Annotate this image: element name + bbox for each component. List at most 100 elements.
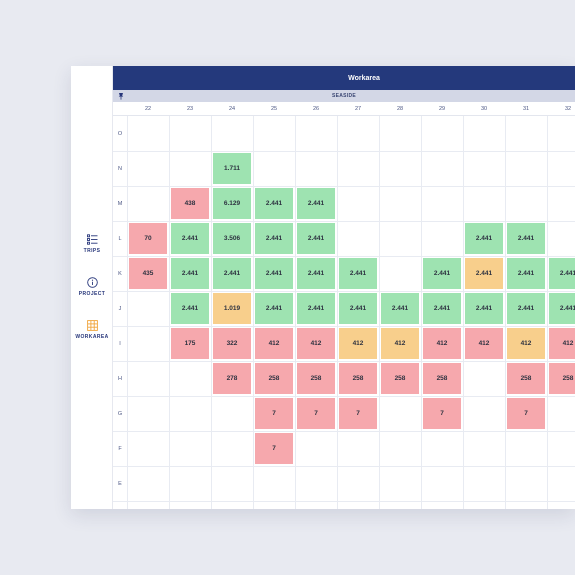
workarea-cell[interactable]: 7 (507, 398, 545, 429)
column-header: 26 (312, 106, 320, 112)
column-header: 24 (228, 106, 236, 112)
row-header: F (118, 445, 122, 452)
workarea-cell[interactable]: 175 (171, 328, 209, 359)
workarea-cell[interactable]: 2.441 (255, 258, 293, 289)
workarea-cell[interactable]: 2.441 (171, 258, 209, 289)
row-header: K (118, 270, 122, 277)
workarea-cell[interactable]: 1.019 (213, 293, 251, 324)
column-header: 27 (354, 106, 362, 112)
workarea-cell[interactable]: 7 (339, 398, 377, 429)
grid-icon (86, 320, 98, 331)
workarea-cell[interactable]: 2.441 (255, 223, 293, 254)
row-header: J (118, 305, 122, 312)
workarea-cell[interactable]: 7 (255, 398, 293, 429)
sidebar-item-project[interactable]: PROJECT (71, 277, 113, 297)
workarea-cell[interactable]: 2.441 (423, 258, 461, 289)
workarea-cell[interactable]: 412 (507, 328, 545, 359)
workarea-cell[interactable]: 412 (423, 328, 461, 359)
grid-line (463, 116, 464, 509)
workarea-cell[interactable]: 2.441 (549, 258, 575, 289)
workarea-cell[interactable]: 412 (465, 328, 503, 359)
workarea-cell[interactable]: 2.441 (465, 293, 503, 324)
info-icon (86, 277, 98, 288)
workarea-cell[interactable]: 2.441 (507, 258, 545, 289)
workarea-cell[interactable]: 258 (507, 363, 545, 394)
row-header: I (119, 340, 121, 347)
workarea-cell[interactable]: 2.441 (213, 258, 251, 289)
workarea-cell[interactable]: 2.441 (255, 188, 293, 219)
grid-line (113, 466, 575, 467)
workarea-cell[interactable]: 2.441 (297, 293, 335, 324)
workarea-cell[interactable]: 2.441 (339, 258, 377, 289)
workarea-cell[interactable]: 258 (381, 363, 419, 394)
grid-line (113, 501, 575, 502)
grid-line (113, 361, 575, 362)
workarea-cell[interactable]: 2.441 (297, 188, 335, 219)
sidebar: TRIPS PROJECT WORKAREA (71, 66, 113, 509)
grid-line (113, 256, 575, 257)
workarea-cell[interactable]: 412 (297, 328, 335, 359)
group-bar[interactable]: SEASIDE (113, 90, 575, 102)
workarea-cell[interactable]: 2.441 (171, 223, 209, 254)
workarea-cell[interactable]: 412 (339, 328, 377, 359)
page-title: Workarea (348, 74, 380, 82)
workarea-cell[interactable]: 2.441 (507, 293, 545, 324)
workarea-cell[interactable]: 322 (213, 328, 251, 359)
workarea-card: TRIPS PROJECT WORKAREA (71, 66, 575, 509)
workarea-cell[interactable]: 7 (297, 398, 335, 429)
workarea-cell[interactable]: 412 (549, 328, 575, 359)
row-header: H (118, 375, 122, 382)
column-header: 23 (186, 106, 194, 112)
grid-line (421, 116, 422, 509)
workarea-cell[interactable]: 2.441 (297, 258, 335, 289)
workarea-cell[interactable]: 1.711 (213, 153, 251, 184)
workarea-cell[interactable]: 7 (255, 433, 293, 464)
row-header: M (117, 200, 123, 207)
group-title: SEASIDE (331, 93, 357, 99)
workarea-cell[interactable]: 412 (381, 328, 419, 359)
workarea-cell[interactable]: 2.441 (339, 293, 377, 324)
column-header: 29 (438, 106, 446, 112)
workarea-cell[interactable]: 3.506 (213, 223, 251, 254)
column-header: 30 (480, 106, 488, 112)
workarea-cell[interactable]: 7 (423, 398, 461, 429)
pin-icon[interactable] (118, 92, 124, 100)
sidebar-item-trips[interactable]: TRIPS (71, 234, 113, 254)
workarea-cell[interactable]: 258 (423, 363, 461, 394)
grid-line (113, 326, 575, 327)
workarea-cell[interactable]: 2.441 (507, 223, 545, 254)
workarea-cell[interactable]: 258 (549, 363, 575, 394)
sidebar-item-workarea[interactable]: WORKAREA (71, 320, 113, 340)
grid-line (113, 151, 575, 152)
grid-line (169, 116, 170, 509)
sidebar-item-label: WORKAREA (75, 334, 109, 340)
column-header: 22 (144, 106, 152, 112)
grid-line (113, 396, 575, 397)
workarea-cell[interactable]: 258 (339, 363, 377, 394)
workarea-cell[interactable]: 2.441 (297, 223, 335, 254)
workarea-cell[interactable]: 258 (255, 363, 293, 394)
workarea-cell[interactable]: 2.441 (381, 293, 419, 324)
workarea-cell[interactable]: 2.441 (255, 293, 293, 324)
row-header: N (118, 165, 122, 172)
grid-line (337, 116, 338, 509)
row-header: E (118, 480, 122, 487)
workarea-cell[interactable]: 6.129 (213, 188, 251, 219)
workarea-cell[interactable]: 70 (129, 223, 167, 254)
workarea-cell[interactable]: 438 (171, 188, 209, 219)
grid-line (127, 116, 128, 509)
column-headers: 22 23 24 25 26 27 28 29 30 31 32 (113, 102, 575, 116)
column-header: 28 (396, 106, 404, 112)
workarea-cell[interactable]: 278 (213, 363, 251, 394)
workarea-cell[interactable]: 435 (129, 258, 167, 289)
workarea-cell[interactable]: 2.441 (171, 293, 209, 324)
workarea-cell[interactable]: 2.441 (549, 293, 575, 324)
workarea-grid: O N M L K J I H G F E 1.711 438 6.129 2.441 2.441 70 2.44… (113, 116, 575, 509)
grid-line (547, 116, 548, 509)
workarea-cell[interactable]: 2.441 (423, 293, 461, 324)
workarea-cell[interactable]: 258 (297, 363, 335, 394)
workarea-cell[interactable]: 2.441 (465, 223, 503, 254)
workarea-cell[interactable]: 412 (255, 328, 293, 359)
column-header: 32 (564, 106, 572, 112)
workarea-cell[interactable]: 2.441 (465, 258, 503, 289)
